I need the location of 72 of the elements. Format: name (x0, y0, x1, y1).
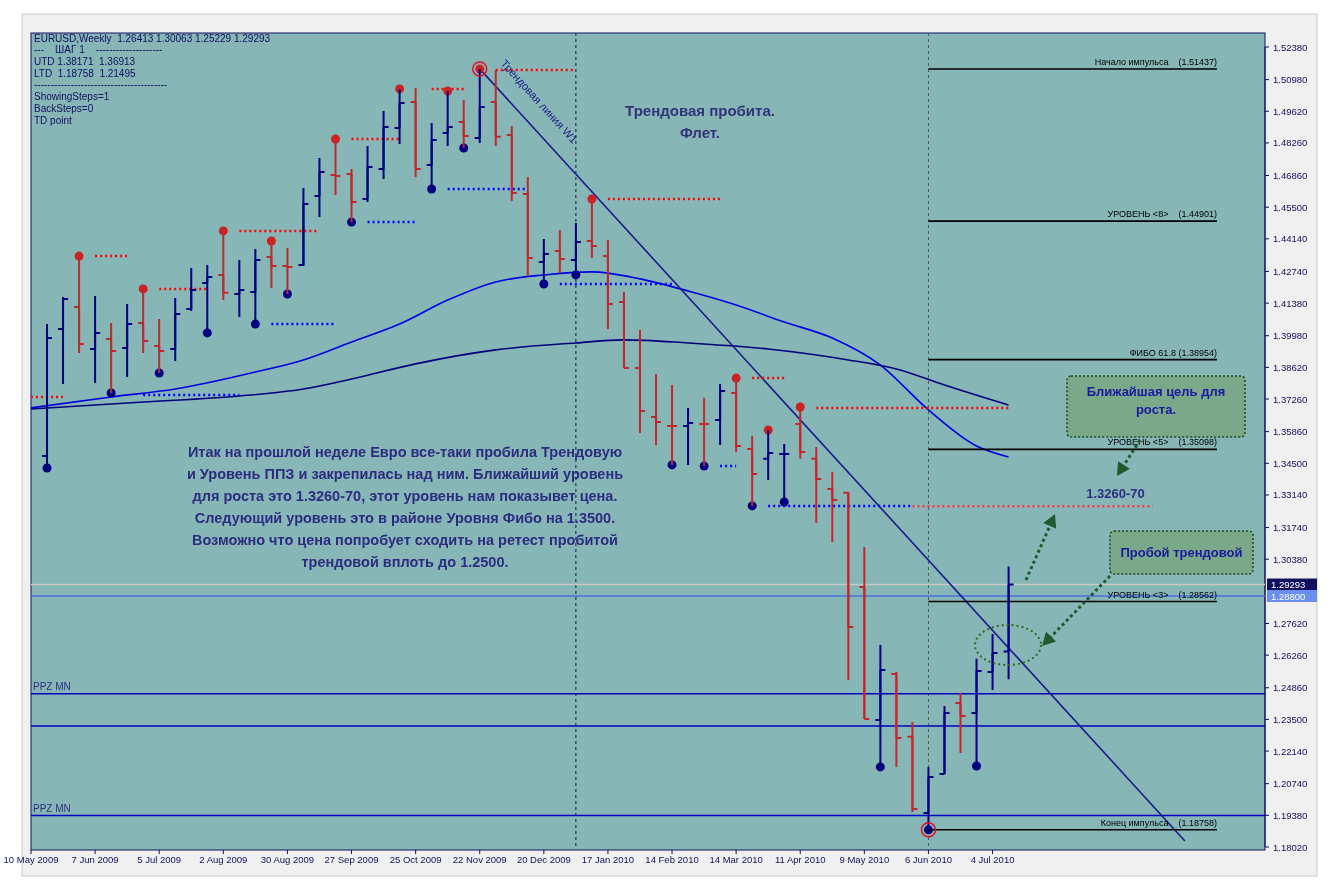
annotation: Трендовая пробита. (625, 102, 775, 119)
y-tick-label: 1.37260 (1273, 393, 1308, 405)
y-tick-label: 1.27620 (1273, 617, 1308, 629)
x-tick-label: 27 Sep 2009 (324, 854, 379, 865)
series-label: 1.3260-70 (1086, 486, 1145, 502)
y-tick-label: 1.52380 (1273, 41, 1308, 53)
y-tick-label: 1.34500 (1273, 457, 1308, 469)
x-tick-label: 9 May 2010 (839, 854, 890, 865)
annotation: Флет. (679, 124, 721, 141)
x-tick-label: 14 Mar 2010 (709, 854, 763, 865)
series-label: ФИБО 61.8 (1.38954) (1129, 347, 1217, 358)
line-series (30, 271, 1010, 458)
annotation: Итак на прошлой неделе Евро все-таки пробила Трендовую (187, 444, 623, 460)
x-tick-label: 22 Nov 2009 (452, 854, 507, 865)
y-tick-label: 1.35860 (1273, 426, 1308, 438)
series-label: Начало импульса (1.51437) (1094, 56, 1217, 67)
y-tick-label: 1.48260 (1273, 137, 1308, 149)
x-tick-label: 17 Jan 2010 (581, 854, 635, 865)
y-tick-label: 1.20740 (1273, 778, 1308, 790)
y-tick-label: 1.24860 (1273, 682, 1308, 694)
ref-line-label: PPZ MN (33, 802, 71, 814)
y-tick-label: 1.42740 (1273, 265, 1308, 277)
annotation: ShowingSteps=1 (34, 91, 110, 102)
series-label: Конец импульса (1.18758) (1100, 817, 1217, 828)
series-label: УРОВЕНЬ <5> (1.35098) (1107, 437, 1217, 448)
annotation: BackSteps=0 (34, 103, 94, 114)
y-tick-label: 1.23500 (1273, 713, 1308, 725)
text: 1.29293 (1271, 579, 1306, 591)
y-tick-label: 1.39980 (1273, 330, 1308, 342)
y-tick-label: 1.18020 (1273, 841, 1308, 853)
x-tick-label: 5 Jul 2009 (137, 854, 182, 865)
y-tick-label: 1.26260 (1273, 649, 1308, 661)
x-tick-label: 25 Oct 2009 (389, 854, 442, 865)
annotation: Ближайшая цель для роста. (1086, 384, 1226, 417)
y-tick-label: 1.19380 (1273, 809, 1308, 821)
y-tick-label: 1.50980 (1273, 74, 1308, 86)
annotation: Следующий уровень это в районе Уровня Фибо на 1.3500. (194, 510, 616, 526)
y-tick-label: 1.30380 (1273, 553, 1308, 565)
text: 1.28800 (1271, 590, 1306, 602)
x-tick-label: 6 Jun 2010 (904, 854, 952, 865)
y-tick-label: 1.41380 (1273, 297, 1308, 309)
text: EURUSD,Weekly 1.26413 1.30063 1.25229 1.29293 (34, 33, 271, 44)
annotation: ---------------------------------------- (34, 79, 168, 90)
annotation: Возможно что цена попробует сходить на ретест пробитой (191, 532, 619, 548)
x-tick-label: 30 Aug 2009 (260, 854, 315, 865)
line-series (30, 339, 1010, 410)
y-tick-label: 1.33140 (1273, 489, 1308, 501)
y-tick-label: 1.22140 (1273, 745, 1308, 757)
annotation: LTD 1.18758 1.21495 (34, 68, 136, 79)
annotation: Пробой трендовой (1120, 545, 1243, 560)
y-tick-label: 1.38620 (1273, 361, 1308, 373)
annotation: для роста это 1.3260-70, этот уровень нам показывет цена. (192, 488, 618, 504)
x-tick-label: 20 Dec 2009 (516, 854, 571, 865)
series-label: УРОВЕНЬ <3> (1.28562) (1107, 589, 1217, 600)
y-tick-label: 1.31740 (1273, 522, 1308, 534)
series-label: УРОВЕНЬ <8> (1.44901) (1107, 209, 1217, 220)
x-tick-label: 2 Aug 2009 (199, 854, 248, 865)
x-tick-label: 4 Jul 2010 (970, 854, 1015, 865)
x-tick-label: 14 Feb 2010 (645, 854, 699, 865)
y-tick-label: 1.44140 (1273, 233, 1308, 245)
annotation: TD point (34, 115, 73, 126)
annotation: трендовой вплоть до 1.2500. (301, 554, 509, 570)
x-tick-label: 10 May 2009 (3, 854, 59, 865)
y-tick-label: 1.46860 (1273, 170, 1308, 182)
x-tick-label: 11 Apr 2010 (774, 854, 826, 865)
x-tick-label: 7 Jun 2009 (71, 854, 119, 865)
ref-line-label: PPZ MN (33, 680, 71, 692)
annotation: и Уровень ППЗ и закрепилась над ним. Ближайший уровень (186, 466, 624, 482)
y-tick-label: 1.49620 (1273, 105, 1308, 117)
annotation: --- ШАГ 1 -------------------- (34, 44, 163, 55)
y-tick-label: 1.45500 (1273, 201, 1308, 213)
annotation: UTD 1.38171 1.36913 (34, 56, 136, 67)
